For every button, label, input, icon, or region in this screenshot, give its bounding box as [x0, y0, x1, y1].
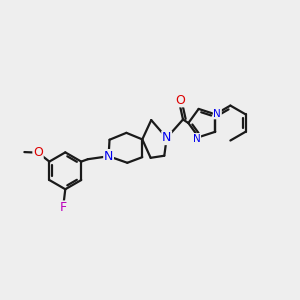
- Text: F: F: [60, 201, 68, 214]
- Text: N: N: [162, 131, 171, 144]
- Text: N: N: [104, 150, 113, 163]
- Text: O: O: [175, 94, 185, 107]
- Text: O: O: [33, 146, 43, 159]
- Text: N: N: [214, 109, 221, 119]
- Text: N: N: [193, 134, 200, 144]
